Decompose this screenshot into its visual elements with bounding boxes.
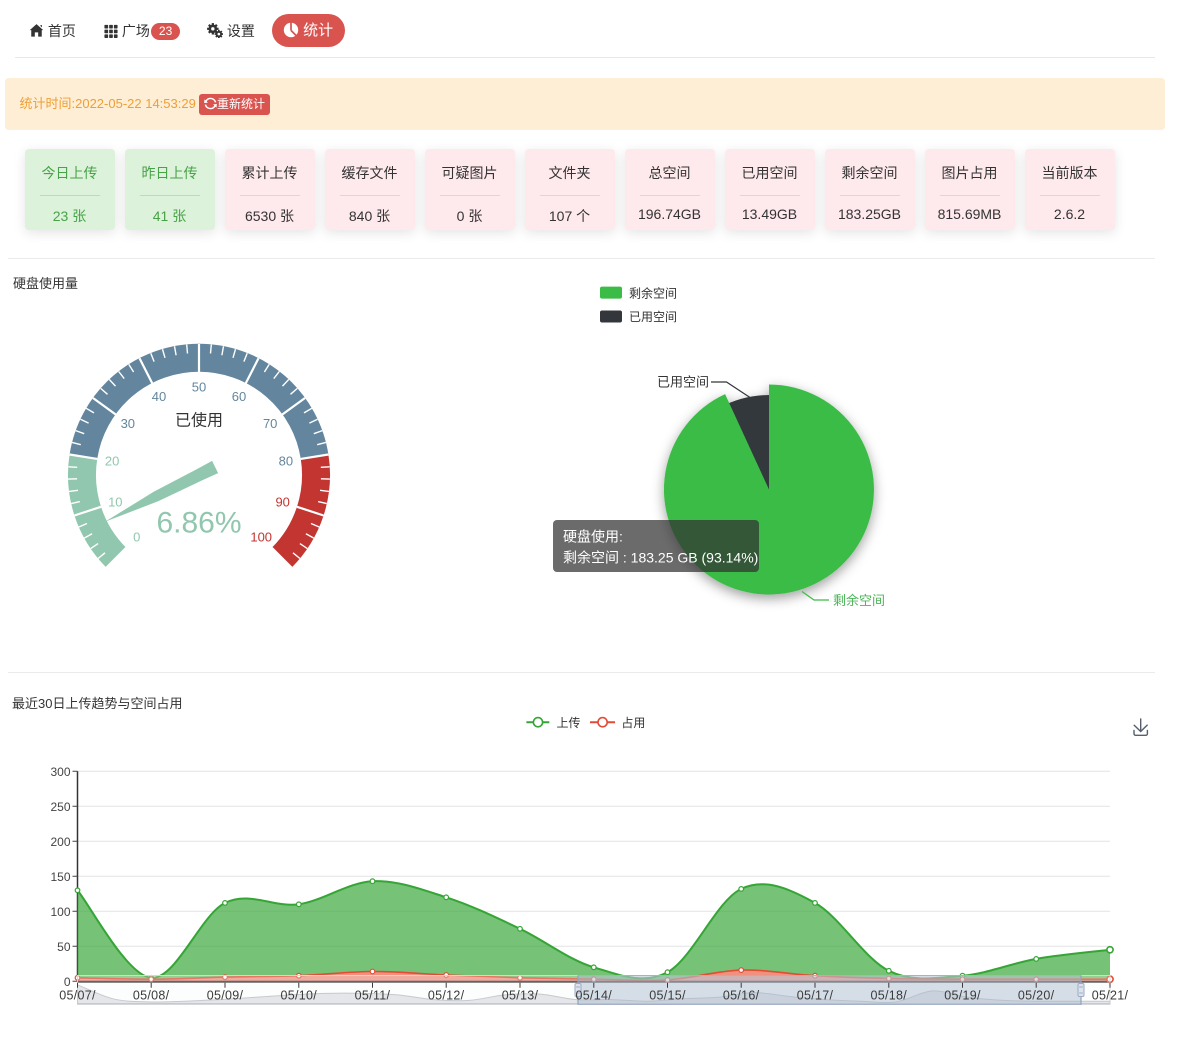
- svg-text:05/13/: 05/13/: [502, 989, 539, 1003]
- svg-text:6.86%: 6.86%: [156, 507, 241, 540]
- svg-text:70: 70: [263, 416, 277, 431]
- svg-text:05/10/: 05/10/: [281, 989, 318, 1003]
- svg-text:100: 100: [250, 530, 272, 545]
- svg-text:20: 20: [105, 454, 119, 469]
- svg-text:0: 0: [133, 530, 140, 545]
- svg-text:50: 50: [192, 380, 206, 395]
- svg-text:05/19/: 05/19/: [944, 989, 981, 1003]
- svg-text:上传: 上传: [557, 715, 581, 730]
- svg-text:已使用: 已使用: [175, 412, 223, 430]
- svg-text:05/07/: 05/07/: [59, 989, 96, 1003]
- svg-text:0: 0: [64, 975, 71, 989]
- svg-text:05/17/: 05/17/: [797, 989, 834, 1003]
- svg-text:100: 100: [50, 905, 70, 919]
- svg-text:05/18/: 05/18/: [871, 989, 908, 1003]
- svg-text:250: 250: [50, 800, 70, 814]
- svg-text:占用: 占用: [621, 715, 645, 730]
- svg-text:已用空间: 已用空间: [629, 310, 677, 324]
- svg-text:300: 300: [50, 765, 70, 779]
- svg-text:05/20/: 05/20/: [1018, 989, 1055, 1003]
- svg-text:05/15/: 05/15/: [649, 989, 686, 1003]
- svg-text:已用空间: 已用空间: [657, 375, 709, 390]
- svg-text:05/16/: 05/16/: [723, 989, 760, 1003]
- svg-text:剩余空间: 剩余空间: [833, 593, 885, 608]
- svg-text:50: 50: [57, 940, 71, 954]
- svg-text:10: 10: [108, 495, 122, 510]
- svg-text:05/14/: 05/14/: [576, 989, 613, 1003]
- svg-text:80: 80: [279, 454, 293, 469]
- svg-text:40: 40: [152, 389, 166, 404]
- svg-text:90: 90: [275, 495, 289, 510]
- svg-text:30: 30: [121, 416, 135, 431]
- svg-text:05/11/: 05/11/: [355, 989, 391, 1003]
- svg-text:剩余空间 : 183.25 GB (93.14%): 剩余空间 : 183.25 GB (93.14%): [563, 550, 758, 566]
- svg-text:150: 150: [50, 870, 70, 884]
- svg-text:05/08/: 05/08/: [133, 989, 170, 1003]
- svg-text:硬盘使用:: 硬盘使用:: [563, 529, 623, 545]
- svg-text:最近30日上传趋势与空间占用: 最近30日上传趋势与空间占用: [12, 696, 182, 711]
- svg-text:05/09/: 05/09/: [207, 989, 244, 1003]
- svg-text:60: 60: [232, 389, 246, 404]
- svg-text:200: 200: [50, 835, 70, 849]
- svg-text:05/12/: 05/12/: [428, 989, 465, 1003]
- svg-text:硬盘使用量: 硬盘使用量: [13, 276, 78, 291]
- svg-text:剩余空间: 剩余空间: [629, 285, 677, 300]
- svg-text:05/21/: 05/21/: [1092, 989, 1129, 1003]
